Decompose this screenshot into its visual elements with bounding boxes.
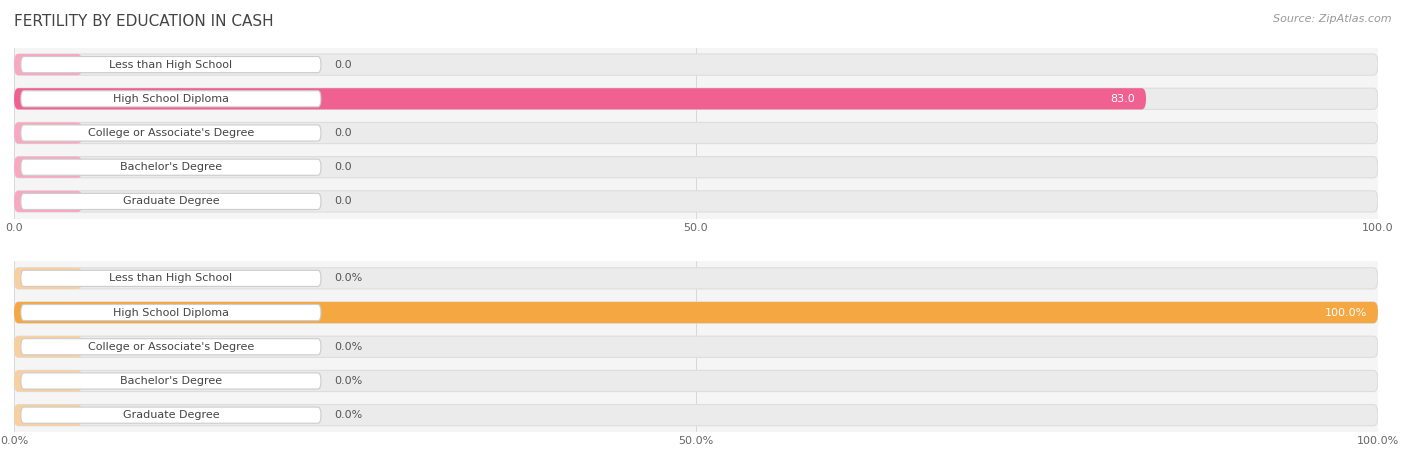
FancyBboxPatch shape <box>14 336 1378 357</box>
FancyBboxPatch shape <box>21 159 321 175</box>
Text: 0.0: 0.0 <box>335 196 352 207</box>
FancyBboxPatch shape <box>14 191 82 212</box>
Text: 83.0: 83.0 <box>1111 94 1135 104</box>
Text: 0.0%: 0.0% <box>335 342 363 352</box>
Text: High School Diploma: High School Diploma <box>112 94 229 104</box>
FancyBboxPatch shape <box>14 191 1378 212</box>
FancyBboxPatch shape <box>21 91 321 107</box>
FancyBboxPatch shape <box>14 157 82 178</box>
FancyBboxPatch shape <box>21 373 321 389</box>
Text: 0.0: 0.0 <box>335 128 352 138</box>
FancyBboxPatch shape <box>14 336 82 357</box>
Text: FERTILITY BY EDUCATION IN CASH: FERTILITY BY EDUCATION IN CASH <box>14 14 274 29</box>
Text: College or Associate's Degree: College or Associate's Degree <box>87 128 254 138</box>
Text: Source: ZipAtlas.com: Source: ZipAtlas.com <box>1274 14 1392 24</box>
Text: College or Associate's Degree: College or Associate's Degree <box>87 342 254 352</box>
Text: Bachelor's Degree: Bachelor's Degree <box>120 376 222 386</box>
Text: 100.0%: 100.0% <box>1324 307 1367 318</box>
FancyBboxPatch shape <box>14 88 1146 109</box>
Text: 0.0%: 0.0% <box>335 410 363 420</box>
Text: 0.0: 0.0 <box>335 162 352 172</box>
FancyBboxPatch shape <box>14 54 82 75</box>
Text: Graduate Degree: Graduate Degree <box>122 410 219 420</box>
FancyBboxPatch shape <box>14 405 1378 426</box>
FancyBboxPatch shape <box>14 302 1378 323</box>
FancyBboxPatch shape <box>14 370 82 391</box>
FancyBboxPatch shape <box>21 57 321 73</box>
FancyBboxPatch shape <box>21 407 321 423</box>
FancyBboxPatch shape <box>14 405 82 426</box>
Text: Less than High School: Less than High School <box>110 273 232 284</box>
FancyBboxPatch shape <box>14 123 1378 143</box>
FancyBboxPatch shape <box>14 54 1378 75</box>
FancyBboxPatch shape <box>21 125 321 141</box>
Text: Bachelor's Degree: Bachelor's Degree <box>120 162 222 172</box>
FancyBboxPatch shape <box>14 268 82 289</box>
FancyBboxPatch shape <box>21 304 321 321</box>
FancyBboxPatch shape <box>14 268 1378 289</box>
Text: 0.0%: 0.0% <box>335 273 363 284</box>
Text: Graduate Degree: Graduate Degree <box>122 196 219 207</box>
FancyBboxPatch shape <box>14 88 1378 109</box>
FancyBboxPatch shape <box>21 193 321 209</box>
Text: 0.0: 0.0 <box>335 59 352 70</box>
Text: Less than High School: Less than High School <box>110 59 232 70</box>
FancyBboxPatch shape <box>14 302 1378 323</box>
Text: 0.0%: 0.0% <box>335 376 363 386</box>
FancyBboxPatch shape <box>14 123 82 143</box>
FancyBboxPatch shape <box>21 339 321 355</box>
FancyBboxPatch shape <box>21 270 321 286</box>
Text: High School Diploma: High School Diploma <box>112 307 229 318</box>
FancyBboxPatch shape <box>14 157 1378 178</box>
FancyBboxPatch shape <box>14 370 1378 391</box>
